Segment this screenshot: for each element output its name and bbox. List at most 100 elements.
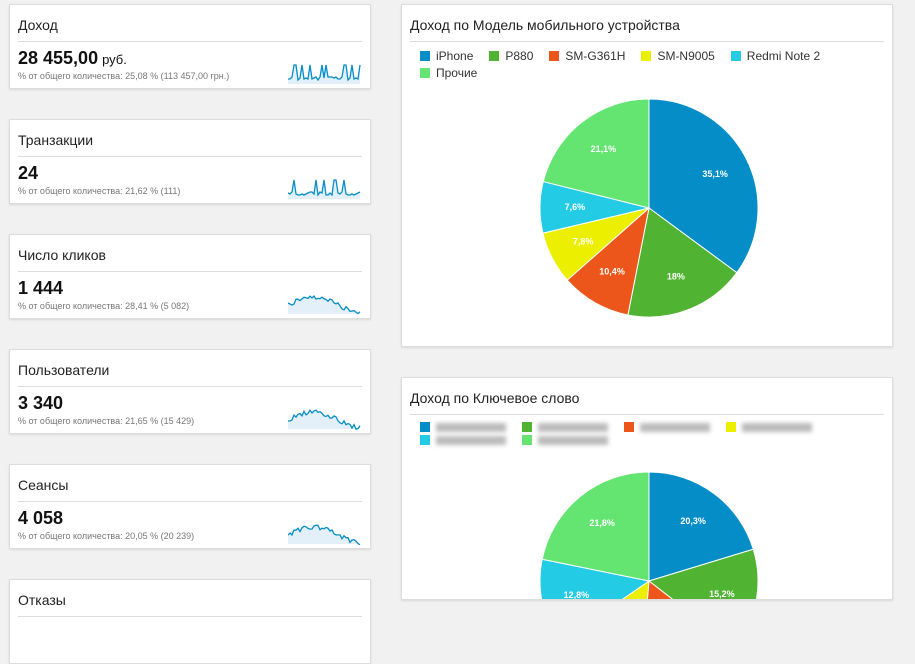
value-text: 1 444 <box>18 278 64 298</box>
value-text: 28 455,00 <box>18 48 99 68</box>
metric-value: 24 <box>18 163 38 184</box>
legend-item: P880 <box>489 49 533 63</box>
sparkline <box>288 294 361 315</box>
legend-swatch <box>420 68 430 78</box>
metric-title: Транзакции <box>18 132 94 148</box>
pie-slice <box>646 580 674 599</box>
legend-swatch <box>549 51 560 61</box>
value-text: 4 058 <box>18 508 64 528</box>
value-text: 3 340 <box>18 393 64 413</box>
metric-value: 28 455,00 руб. <box>18 48 127 69</box>
legend-item: SM-N9005 <box>641 49 715 63</box>
legend-item <box>624 422 710 432</box>
slice-label: 21,1% <box>591 144 617 154</box>
divider <box>18 271 362 272</box>
legend: iPhone P880 SM-G361H SM-N9005 Redmi Note 2 Пр… <box>420 49 860 80</box>
divider <box>18 156 362 157</box>
metric-card: Транзакции 24 % от общего количества: 21,6… <box>9 119 371 204</box>
chart-title: Доход по Модель мобильного устройства <box>410 17 680 33</box>
chart-title: Доход по Ключевое слово <box>410 390 580 406</box>
legend-item: SM-G361H <box>549 49 625 63</box>
metric-title: Отказы <box>18 592 66 608</box>
legend-swatch <box>730 51 741 61</box>
slice-label: 7,6% <box>565 202 586 212</box>
sparkline-area <box>288 410 360 430</box>
sparkline <box>288 179 361 199</box>
metric-card: Число кликов 1 444 % от общего количества:… <box>9 234 371 319</box>
divider <box>18 386 362 387</box>
pie-slice <box>541 471 650 582</box>
legend-item <box>522 422 608 432</box>
legend-swatch <box>624 422 634 432</box>
metric-note: % от общего количества: 21,62 % (111) <box>18 186 181 196</box>
legend-swatch <box>522 422 532 432</box>
legend-blurred <box>436 435 506 445</box>
legend-swatch <box>420 422 430 432</box>
pie-slice <box>621 579 650 599</box>
metric-value: 4 058 <box>18 508 63 529</box>
metric-title: Пользователи <box>18 362 110 378</box>
pie-slice <box>627 207 738 318</box>
legend-item: Прочие <box>420 66 477 80</box>
divider <box>18 501 362 502</box>
divider <box>18 41 362 42</box>
slice-label: 18% <box>667 271 685 281</box>
sparkline-line <box>288 524 361 545</box>
legend-swatch <box>726 422 736 432</box>
legend-swatch <box>420 435 430 445</box>
slice-label: 15,2% <box>709 589 735 599</box>
legend-item <box>522 435 608 445</box>
pie-chart: 20,3% 15,2% 12,8% 21,8% <box>539 471 759 600</box>
sparkline-line <box>288 294 361 315</box>
chart-card: Доход по Модель мобильного устройства iPh… <box>401 4 893 347</box>
metric-card: Отказы <box>9 579 371 664</box>
metric-card: Сеансы 4 058 % от общего количества: 20,05… <box>9 464 371 549</box>
legend-label: iPhone <box>436 49 474 63</box>
slice-label: 20,3% <box>680 516 706 526</box>
sparkline-line <box>288 64 361 82</box>
legend-item: iPhone <box>420 49 473 63</box>
sparkline-line <box>288 179 361 197</box>
pie-slice <box>648 471 754 582</box>
legend-blurred <box>538 435 608 445</box>
legend-label: P880 <box>505 49 534 63</box>
legend-label: Redmi Note 2 <box>746 49 821 63</box>
legend-blurred <box>640 422 710 432</box>
metric-title: Число кликов <box>18 247 106 263</box>
metric-value: 3 340 <box>18 393 63 414</box>
metric-note: % от общего количества: 25,08 % (113 457… <box>18 71 230 81</box>
legend-blurred <box>742 422 812 432</box>
pie-slice <box>566 206 650 316</box>
sparkline <box>288 64 361 84</box>
value-text: 24 <box>18 163 39 183</box>
metric-title: Сеансы <box>18 477 69 493</box>
legend-blurred <box>538 422 608 432</box>
metric-card: Пользователи 3 340 % от общего количества:… <box>9 349 371 434</box>
slice-label: 21,8% <box>589 518 615 528</box>
sparkline <box>288 524 361 545</box>
metric-card: Доход 28 455,00 руб. % от общего количества… <box>9 4 371 89</box>
pie-slice <box>648 98 759 274</box>
divider <box>18 616 362 617</box>
legend-label: SM-G361H <box>565 49 626 63</box>
metric-note: % от общего количества: 20,05 % (20 239) <box>18 531 195 541</box>
legend-label: SM-N9005 <box>657 49 715 63</box>
slice-label: 35,1% <box>702 169 728 179</box>
metric-note: % от общего количества: 28,41 % (5 082) <box>18 301 190 311</box>
dashboard: Доход 28 455,00 руб. % от общего количества… <box>9 4 893 664</box>
legend-label: Прочие <box>436 66 478 80</box>
legend <box>420 422 860 445</box>
slice-label: 12,8% <box>564 590 590 600</box>
pie-slice <box>539 558 651 599</box>
legend-item <box>726 422 812 432</box>
pie-slice <box>542 98 650 209</box>
legend-item <box>420 435 506 445</box>
legend-item <box>420 422 506 432</box>
legend-swatch <box>420 51 430 61</box>
unit: руб. <box>102 52 127 67</box>
sparkline-area <box>288 65 360 84</box>
legend-swatch <box>522 435 532 445</box>
legend-blurred <box>436 422 506 432</box>
pie-chart: 35,1% 18% 10,4% 7,8% 7,6% 21,1% <box>539 98 759 318</box>
metric-note: % от общего количества: 21,65 % (15 429) <box>18 416 195 426</box>
